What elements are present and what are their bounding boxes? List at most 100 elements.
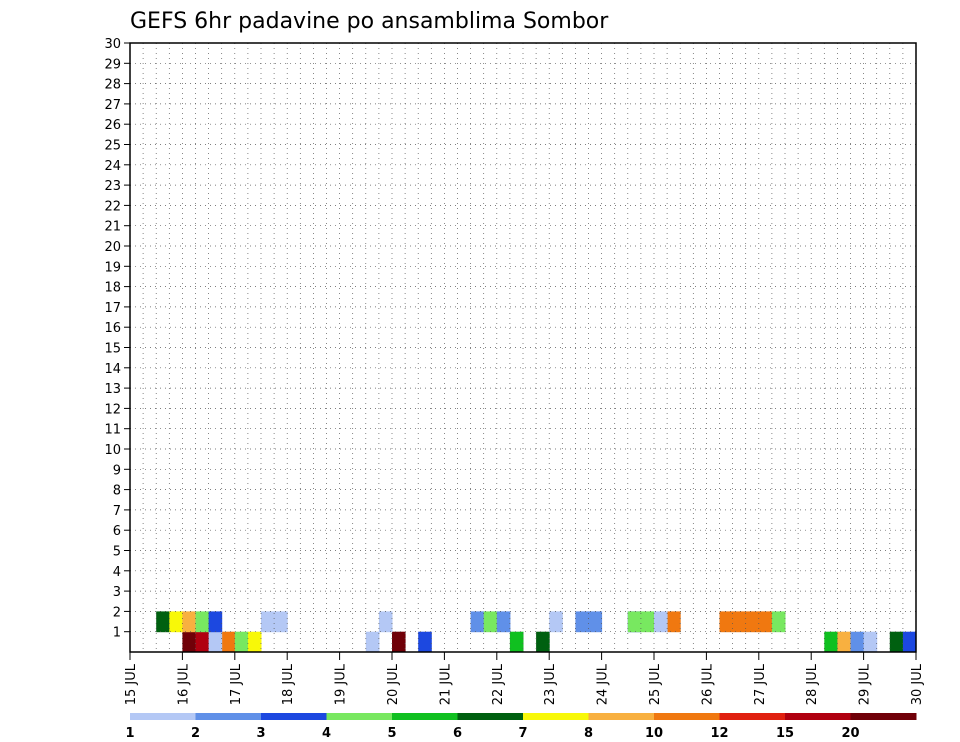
colorbar-label: 8 (584, 726, 593, 741)
cell-18 (719, 611, 734, 633)
y-tick-label: 15 (104, 342, 121, 357)
cell-8 (208, 631, 223, 653)
cell-39 (549, 611, 563, 633)
y-tick-label: 24 (104, 159, 121, 174)
colorbar-label: 7 (518, 726, 527, 741)
x-tick-label: 16 JUL (176, 663, 191, 705)
y-tick-label: 13 (104, 382, 121, 397)
cell-36 (261, 611, 275, 633)
cell-9 (470, 611, 485, 633)
y-tick-label: 26 (104, 118, 121, 133)
cell-29 (889, 631, 904, 653)
x-tick-label: 26 JUL (700, 663, 715, 705)
y-tick-label: 18 (104, 281, 121, 296)
cell-6 (182, 631, 196, 653)
y-tick-label: 30 (104, 37, 121, 52)
colorbar: 1 2 3 4 5 6 7 8 10 12 15 20 (125, 713, 917, 741)
x-tick-label: 29 JUL (858, 663, 873, 705)
colorbar-label: 6 (453, 726, 462, 741)
cell-40 (654, 611, 668, 633)
y-tick-label: 1 (113, 626, 121, 641)
cell-21 (758, 611, 773, 633)
x-tick-label: 27 JUL (753, 663, 768, 705)
cell-11 (496, 611, 511, 633)
x-tick-label: 20 JUL (386, 663, 401, 705)
cell-24 (418, 631, 432, 653)
y-tick-label: 17 (104, 301, 121, 316)
cell-7 (195, 631, 210, 653)
y-tick-label: 27 (104, 98, 121, 113)
colorbar-swatch (392, 713, 458, 720)
y-tick-label: 29 (104, 57, 121, 72)
colorbar-label: 3 (256, 726, 265, 741)
y-tick-label: 23 (104, 179, 121, 194)
chart-title: GEFS 6hr padavine po ansamblima Sombor (130, 9, 609, 34)
x-tick-label: 15 JUL (124, 663, 139, 705)
y-tick-label: 28 (104, 78, 121, 93)
cell-12 (575, 611, 589, 633)
x-tick-label: 25 JUL (648, 663, 663, 705)
colorbar-swatch (719, 713, 786, 720)
cell-28 (863, 631, 878, 653)
x-tick-label: 21 JUL (438, 663, 453, 705)
x-tick-label: 22 JUL (491, 663, 506, 705)
cell-23 (392, 631, 406, 653)
colorbar-swatch (130, 713, 196, 720)
y-tick-label: 3 (113, 585, 121, 600)
cell-34 (195, 611, 210, 633)
colorbar-label: 2 (191, 726, 200, 741)
plot-frame (129, 42, 917, 653)
y-tick-label: 22 (104, 199, 121, 214)
x-tick-label: 24 JUL (596, 663, 611, 705)
colorbar-swatch (326, 713, 393, 720)
x-tick-label: 18 JUL (281, 663, 296, 705)
colorbar-label: 1 (125, 726, 134, 741)
cell-5 (247, 631, 262, 653)
y-tick-label: 21 (104, 220, 121, 235)
cell-0 (365, 631, 380, 653)
y-tick-label: 19 (104, 260, 121, 275)
cell-27 (850, 631, 865, 653)
colorbar-swatch (654, 713, 720, 720)
cell-15 (627, 611, 642, 633)
y-tick-label: 9 (113, 463, 121, 478)
y-tick-label: 20 (104, 240, 121, 255)
cell-20 (745, 611, 760, 633)
y-tick-label: 4 (113, 565, 121, 580)
y-tick-label: 12 (104, 402, 121, 417)
colorbar-swatch (785, 713, 851, 720)
cell-10 (483, 611, 498, 633)
x-tick-label: 28 JUL (805, 663, 820, 705)
cell-2 (536, 631, 550, 653)
cell-13 (588, 611, 603, 633)
x-axis: 15 JUL 16 JUL 17 JUL 18 JUL 19 JUL 20 JUL 21 J… (124, 652, 925, 705)
y-axis: 1234567891011121314151617181920212223242… (104, 37, 130, 641)
y-tick-label: 10 (104, 443, 121, 458)
cell-26 (837, 631, 851, 653)
colorbar-swatch (588, 713, 655, 720)
cell-4 (234, 631, 249, 653)
cell-33 (182, 611, 196, 633)
y-tick-label: 14 (104, 362, 121, 377)
colorbar-label: 5 (387, 726, 396, 741)
cell-30 (902, 631, 917, 653)
y-tick-label: 8 (113, 484, 121, 499)
colorbar-label: 10 (645, 726, 663, 741)
colorbar-label: 15 (776, 726, 794, 741)
cell-32 (169, 611, 183, 633)
x-tick-label: 19 JUL (334, 663, 349, 705)
y-tick-label: 11 (104, 423, 121, 438)
cell-3 (221, 631, 236, 653)
y-tick-label: 7 (113, 504, 121, 519)
cell-22 (771, 611, 786, 633)
colorbar-swatch (523, 713, 589, 720)
cell-25 (824, 631, 838, 653)
colorbar-swatch (195, 713, 262, 720)
cell-35 (208, 611, 223, 633)
cell-38 (378, 611, 393, 633)
y-tick-label: 5 (113, 545, 121, 560)
cell-17 (667, 611, 681, 633)
cell-1 (509, 631, 524, 653)
colorbar-swatch (457, 713, 524, 720)
